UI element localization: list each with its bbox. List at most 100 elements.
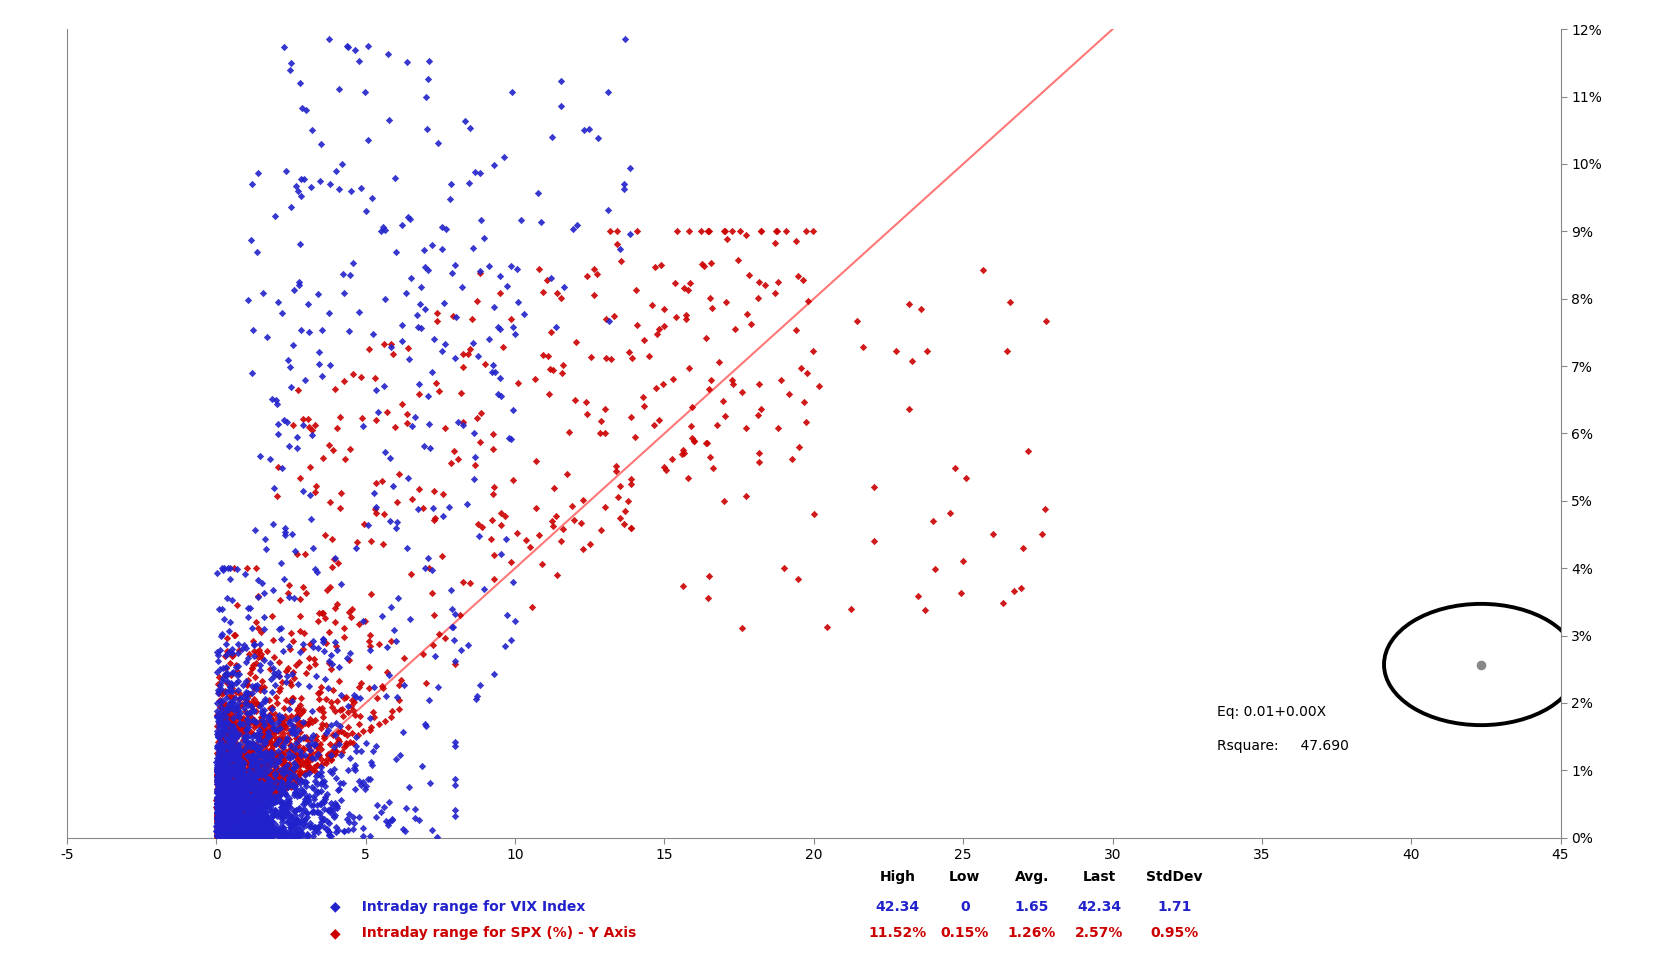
Point (245, 830, 272, 845)
Point (248, 781, 275, 797)
Point (250, 796, 277, 811)
Point (272, 797, 299, 812)
Point (252, 795, 279, 810)
Point (425, 383, 451, 398)
Point (223, 753, 250, 768)
Point (237, 783, 263, 799)
Point (430, 344, 456, 359)
Point (220, 817, 247, 833)
Point (529, 284, 555, 300)
Point (230, 732, 257, 748)
Point (258, 794, 285, 809)
Point (216, 761, 243, 776)
Point (356, 341, 383, 356)
Point (275, 577, 302, 592)
Point (220, 817, 247, 833)
Point (211, 719, 238, 734)
Point (213, 819, 240, 835)
Point (270, 760, 297, 775)
Point (242, 678, 268, 693)
Point (215, 796, 242, 811)
Point (285, 723, 312, 738)
Point (225, 805, 252, 820)
Point (210, 769, 237, 785)
Point (242, 796, 268, 811)
Point (262, 748, 289, 764)
Point (238, 685, 265, 700)
Point (418, 237, 445, 252)
Point (213, 746, 240, 762)
Point (210, 823, 237, 839)
Point (252, 734, 279, 750)
Point (225, 727, 252, 742)
Point (233, 750, 260, 766)
Point (371, 378, 398, 393)
Point (237, 787, 263, 803)
Point (220, 806, 247, 822)
Point (208, 820, 235, 836)
Point (208, 814, 235, 830)
Point (280, 810, 307, 826)
Point (247, 624, 274, 640)
Point (265, 722, 292, 737)
Point (747, 445, 774, 461)
Point (302, 484, 329, 500)
Point (351, 516, 378, 532)
Point (274, 779, 300, 795)
Point (206, 816, 233, 832)
Point (268, 751, 295, 767)
Point (477, 331, 503, 347)
Point (211, 828, 238, 843)
Point (456, 341, 483, 356)
Point (206, 782, 233, 798)
Point (267, 783, 294, 799)
Point (205, 766, 232, 781)
Point (238, 763, 265, 778)
Point (498, 258, 525, 274)
Point (208, 805, 235, 821)
Point (243, 784, 270, 800)
Point (354, 517, 381, 533)
Point (326, 731, 352, 747)
Point (206, 828, 233, 843)
Point (223, 756, 250, 771)
Point (765, 420, 792, 435)
Point (448, 642, 475, 657)
Point (487, 268, 513, 283)
Point (373, 222, 399, 238)
Point (221, 745, 248, 761)
Point (240, 713, 267, 729)
Point (238, 823, 265, 839)
Point (218, 813, 245, 829)
Point (503, 261, 530, 277)
Point (262, 780, 289, 796)
Point (228, 811, 255, 827)
Point (233, 777, 260, 793)
Point (205, 807, 232, 823)
Point (221, 793, 248, 808)
Point (240, 809, 267, 825)
Point (250, 803, 277, 818)
Point (287, 827, 314, 843)
Point (225, 636, 252, 652)
Point (290, 741, 317, 757)
Point (227, 784, 253, 800)
Point (215, 697, 242, 713)
Point (784, 234, 810, 249)
Point (213, 738, 240, 754)
Point (208, 825, 235, 841)
Point (315, 747, 342, 763)
Point (268, 795, 295, 810)
Point (272, 763, 299, 778)
Point (260, 780, 287, 796)
Point (227, 753, 253, 768)
Point (250, 683, 277, 698)
Point (242, 802, 268, 817)
Point (242, 766, 268, 781)
Point (215, 740, 242, 756)
Point (284, 768, 310, 783)
Point (211, 816, 238, 832)
Point (215, 779, 242, 795)
Point (245, 798, 272, 813)
Point (468, 212, 495, 228)
